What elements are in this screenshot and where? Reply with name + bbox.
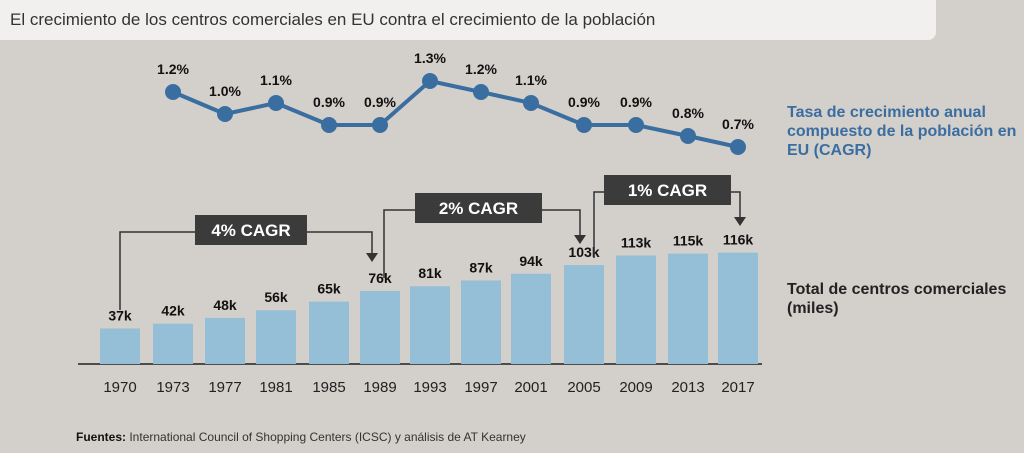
line-point-2013 <box>680 128 696 144</box>
source-text: International Council of Shopping Center… <box>126 430 526 444</box>
line-label-1985: 0.9% <box>313 94 345 110</box>
bar-2001 <box>511 273 551 364</box>
bar-2017 <box>718 252 758 364</box>
bar-label-2005: 103k <box>568 244 599 260</box>
line-label-2013: 0.8% <box>672 105 704 121</box>
line-label-1981: 1.1% <box>260 72 292 88</box>
year-tick-2013: 2013 <box>671 379 704 396</box>
bar-label-1993: 81k <box>418 265 442 281</box>
line-point-1985 <box>321 117 337 133</box>
line-point-1973 <box>165 84 181 100</box>
line-legend-label: Tasa de crecimiento anual compuesto de l… <box>787 104 1017 159</box>
bar-label-1973: 42k <box>161 303 185 319</box>
cagr-box-3 <box>604 175 731 205</box>
line-point-2001 <box>523 95 539 111</box>
bar-label-2009: 113k <box>621 235 652 251</box>
bar-1981 <box>256 310 296 364</box>
bar-label-1981: 56k <box>264 289 288 305</box>
bar-1993 <box>410 286 450 364</box>
line-point-1977 <box>217 106 233 122</box>
bar-1970 <box>100 328 140 364</box>
year-tick-1973: 1973 <box>156 379 189 396</box>
cagr-arrowhead-3 <box>734 217 746 226</box>
bar-label-1970: 37k <box>108 307 132 323</box>
year-tick-1970: 1970 <box>103 379 136 396</box>
year-tick-2009: 2009 <box>619 379 652 396</box>
line-point-2005 <box>576 117 592 133</box>
cagr-arrowhead-1 <box>366 253 378 262</box>
bar-label-1997: 87k <box>469 259 493 275</box>
chart-title: El crecimiento de los centros comerciale… <box>10 10 656 29</box>
year-tick-1997: 1997 <box>464 379 497 396</box>
line-label-1989: 0.9% <box>364 94 396 110</box>
bar-1977 <box>205 317 245 364</box>
cagr-label-1: 4% CAGR <box>211 221 290 240</box>
line-label-1977: 1.0% <box>209 83 241 99</box>
bar-1973 <box>153 323 193 364</box>
source-note: Fuentes: International Council of Shoppi… <box>76 430 526 444</box>
bar-label-1985: 65k <box>317 281 341 297</box>
line-point-1989 <box>372 117 388 133</box>
bar-1989 <box>360 291 400 364</box>
cagr-arrowhead-2 <box>574 235 586 244</box>
bar-label-2001: 94k <box>519 253 543 269</box>
population-cagr-line <box>172 78 739 149</box>
bar-label-1977: 48k <box>213 297 237 313</box>
year-tick-1985: 1985 <box>312 379 345 396</box>
line-label-1997: 1.2% <box>465 61 497 77</box>
line-point-2009 <box>628 117 644 133</box>
bar-label-2017: 116k <box>723 232 754 248</box>
year-tick-1993: 1993 <box>413 379 446 396</box>
cagr-box-2 <box>415 193 542 223</box>
year-tick-1989: 1989 <box>363 379 396 396</box>
bar-2005 <box>564 265 604 364</box>
line-point-1997 <box>473 84 489 100</box>
cagr-box-1 <box>195 215 307 245</box>
line-label-2005: 0.9% <box>568 94 600 110</box>
year-tick-2005: 2005 <box>567 379 600 396</box>
line-label-2017: 0.7% <box>722 116 754 132</box>
bar-2013 <box>668 253 708 364</box>
line-label-2001: 1.1% <box>515 72 547 88</box>
bar-legend-label: Total de centros comerciales (miles) <box>787 281 1007 317</box>
line-label-1973: 1.2% <box>157 61 189 77</box>
line-point-2017 <box>730 139 746 155</box>
line-label-2009: 0.9% <box>620 94 652 110</box>
line-point-1993 <box>422 73 438 89</box>
year-tick-1981: 1981 <box>259 379 292 396</box>
bar-label-2013: 115k <box>673 233 704 249</box>
bar-1997 <box>461 280 501 364</box>
cagr-label-3: 1% CAGR <box>628 181 707 200</box>
line-point-1981 <box>268 95 284 111</box>
bar-label-1989: 76k <box>368 270 392 286</box>
year-tick-2017: 2017 <box>721 379 754 396</box>
year-tick-2001: 2001 <box>514 379 547 396</box>
bar-1985 <box>309 301 349 364</box>
cagr-label-2: 2% CAGR <box>439 199 518 218</box>
title-bar: El crecimiento de los centros comerciale… <box>0 0 936 40</box>
year-tick-1977: 1977 <box>208 379 241 396</box>
line-label-1993: 1.3% <box>414 50 446 66</box>
source-prefix: Fuentes: <box>76 430 127 444</box>
bar-2009 <box>616 255 656 364</box>
